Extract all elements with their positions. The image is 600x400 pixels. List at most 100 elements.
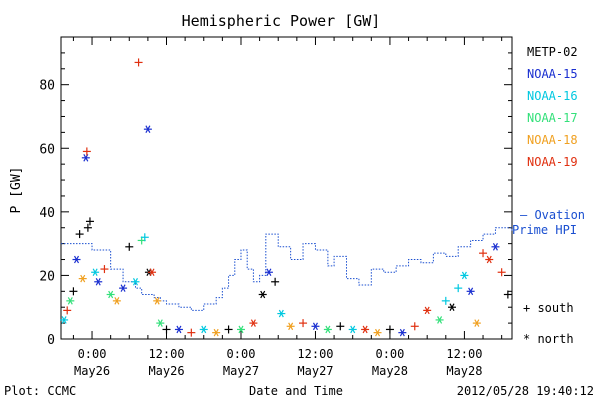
data-point (277, 309, 286, 318)
data-point (286, 322, 295, 331)
point-stroke (362, 325, 368, 334)
point-stroke (474, 319, 480, 327)
legend-item-noaa19: NOAA-19 (527, 155, 578, 169)
point-stroke (492, 243, 498, 251)
x-tick-label-time: 12:00 (148, 347, 184, 361)
data-point (441, 296, 450, 305)
point-stroke (92, 268, 98, 277)
point-stroke (67, 297, 73, 305)
data-point (491, 243, 500, 251)
data-point (85, 217, 94, 226)
data-point (236, 325, 245, 334)
data-points (60, 58, 512, 337)
data-point (479, 249, 488, 258)
data-point (143, 125, 152, 133)
point-stroke (132, 277, 138, 286)
data-point (385, 325, 394, 334)
legend-symbol-south: + south (523, 301, 574, 315)
x-tick-label-date: May28 (372, 364, 408, 378)
data-point (112, 297, 121, 305)
data-point (106, 290, 115, 299)
data-point (63, 306, 72, 315)
point-stroke (437, 316, 443, 324)
point-stroke (120, 284, 126, 292)
x-ticks: 0:00 May26 12:00 May26 0:00 May27 12:00 May27 0:… (72, 37, 503, 378)
x-tick-label-date: May27 (223, 364, 259, 378)
y-tick-label: 80 (39, 79, 55, 94)
data-point (311, 322, 320, 331)
x-tick-label-date: May26 (148, 364, 184, 378)
ovation-series (61, 227, 513, 311)
data-point (148, 268, 157, 277)
plot-frame (60, 36, 513, 340)
data-point (398, 328, 407, 337)
data-point (174, 325, 183, 334)
x-tick-label-time: 0:00 (78, 347, 107, 361)
point-stroke (449, 303, 455, 311)
data-point (81, 154, 90, 162)
data-point (82, 147, 91, 156)
data-point (131, 277, 140, 286)
point-stroke (424, 306, 430, 315)
point-stroke (145, 125, 151, 133)
y-tick-label: 40 (39, 206, 55, 221)
y-tick-label: 60 (39, 142, 55, 157)
x-tick-label-time: 0:00 (227, 347, 256, 361)
y-axis-label: P [GW] (9, 167, 24, 214)
point-stroke (108, 290, 114, 299)
data-point (323, 325, 332, 334)
footer-timestamp: 2012/05/28 19:40:12 (457, 384, 594, 398)
point-stroke (80, 274, 86, 283)
data-point (66, 297, 75, 305)
point-stroke (325, 325, 331, 334)
point-stroke (486, 255, 492, 264)
point-stroke (266, 268, 272, 277)
data-point (472, 319, 481, 327)
data-point (125, 242, 134, 251)
y-ticks: 0 20 40 60 80 (39, 52, 512, 348)
data-point (460, 271, 469, 280)
legend-ovation-line2: Prime HPI (512, 223, 577, 237)
data-point (119, 284, 128, 292)
point-stroke (201, 325, 207, 334)
data-point (435, 316, 444, 324)
data-point (336, 322, 345, 331)
point-stroke (176, 325, 182, 334)
data-point (212, 328, 221, 337)
point-stroke (154, 297, 160, 305)
point-stroke (399, 328, 405, 337)
x-tick-label-date: May26 (74, 364, 110, 378)
data-point (299, 319, 308, 328)
point-stroke (73, 255, 80, 264)
data-point (153, 297, 162, 305)
point-stroke (149, 268, 155, 277)
chart-title: Hemispheric Power [GW] (182, 12, 381, 30)
point-stroke (312, 322, 318, 331)
data-point (448, 303, 457, 311)
data-point (466, 287, 475, 296)
data-point (348, 325, 357, 334)
point-stroke (238, 325, 244, 334)
y-tick-label: 0 (47, 333, 55, 348)
data-point (162, 325, 171, 334)
point-stroke (278, 309, 284, 318)
legend-ovation-line1: – Ovation (520, 208, 585, 222)
legend: METP-02 NOAA-15 NOAA-16 NOAA-17 NOAA-18 … (512, 45, 585, 346)
legend-item-noaa15: NOAA-15 (527, 67, 578, 81)
data-point (83, 223, 92, 232)
data-point (140, 233, 149, 242)
point-stroke (213, 328, 219, 337)
data-point (373, 328, 382, 337)
legend-item-metp02: METP-02 (527, 45, 578, 59)
data-point (410, 322, 419, 331)
data-point (503, 290, 512, 299)
data-point (264, 268, 273, 277)
ovation-hpi-line (61, 227, 513, 311)
footer-credit: Plot: CCMC (4, 384, 76, 398)
data-point (78, 274, 87, 283)
data-point (361, 325, 370, 334)
x-tick-label-time: 0:00 (375, 347, 404, 361)
point-stroke (250, 319, 256, 327)
data-point (271, 277, 280, 286)
